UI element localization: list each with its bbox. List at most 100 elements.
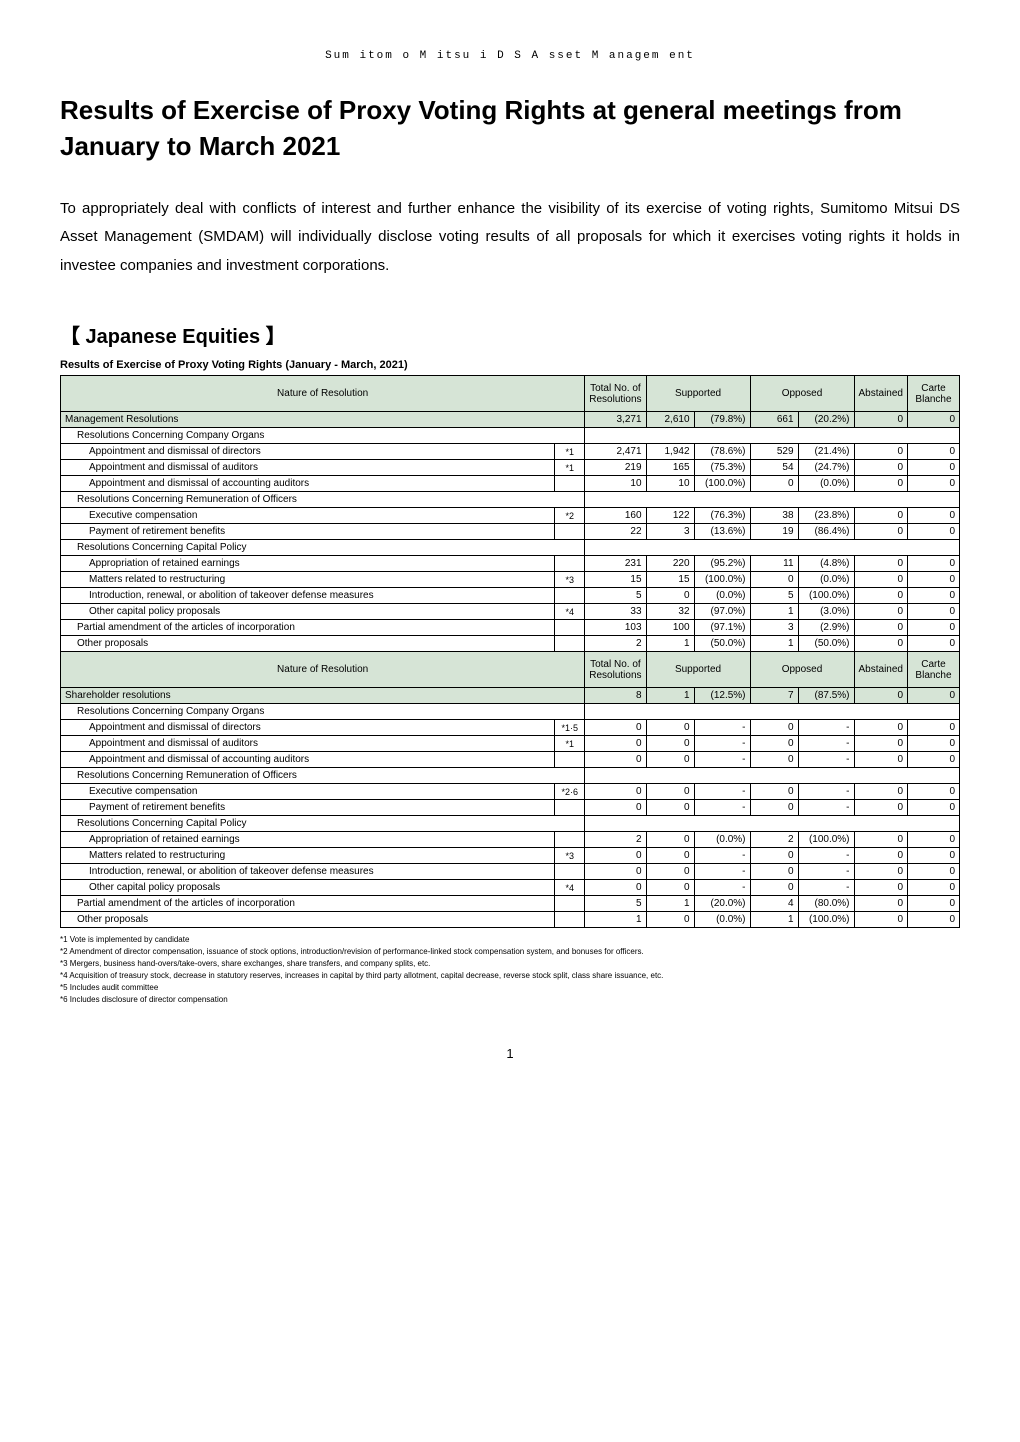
table-row: Resolutions Concerning Capital Policy [61, 816, 960, 832]
section-label: Shareholder resolutions [61, 688, 585, 704]
cell: 0 [646, 752, 694, 768]
footnote-ref: *4 [555, 604, 585, 620]
col-supported: Supported [646, 652, 750, 688]
cell: 0 [854, 604, 907, 620]
cell: 0 [908, 912, 960, 928]
cell: 0 [908, 896, 960, 912]
row-label: Executive compensation [61, 508, 555, 524]
cell: (76.3%) [694, 508, 750, 524]
cell: 1 [646, 688, 694, 704]
cell: 220 [646, 556, 694, 572]
cell: (80.0%) [798, 896, 854, 912]
cell: (95.2%) [694, 556, 750, 572]
cell: (23.8%) [798, 508, 854, 524]
table-row: Resolutions Concerning Remuneration of O… [61, 492, 960, 508]
row-label: Other proposals [61, 636, 555, 652]
table-row: Other capital policy proposals*43332(97.… [61, 604, 960, 620]
cell: (13.6%) [694, 524, 750, 540]
cell: 0 [585, 800, 646, 816]
cell: (20.0%) [694, 896, 750, 912]
cell: 165 [646, 460, 694, 476]
intro-paragraph: To appropriately deal with conflicts of … [60, 195, 960, 281]
row-label: Executive compensation [61, 784, 555, 800]
cell: 0 [854, 508, 907, 524]
row-label: Matters related to restructuring [61, 572, 555, 588]
cell: 0 [908, 636, 960, 652]
cell: (79.8%) [694, 412, 750, 428]
cell: 0 [908, 460, 960, 476]
cell: 0 [854, 800, 907, 816]
table-row: Resolutions Concerning Remuneration of O… [61, 768, 960, 784]
cell: 15 [646, 572, 694, 588]
cell: 33 [585, 604, 646, 620]
cell: 0 [646, 912, 694, 928]
cell: 0 [750, 864, 798, 880]
row-label: Introduction, renewal, or abolition of t… [61, 864, 555, 880]
cell: 0 [750, 752, 798, 768]
cell: (86.4%) [798, 524, 854, 540]
cell: 1 [750, 636, 798, 652]
row-label: Appointment and dismissal of accounting … [61, 752, 555, 768]
table-row: Payment of retirement benefits00-0-00 [61, 800, 960, 816]
cell: 38 [750, 508, 798, 524]
cell: 5 [585, 588, 646, 604]
cell: 0 [585, 752, 646, 768]
cell: 122 [646, 508, 694, 524]
table-row: Shareholder resolutions 8 1 (12.5%) 7 (8… [61, 688, 960, 704]
cell: 0 [854, 880, 907, 896]
table-row: Appointment and dismissal of auditors*12… [61, 460, 960, 476]
section-heading: 【 Japanese Equities 】 [60, 320, 960, 349]
footnote-ref [555, 556, 585, 572]
cell: 0 [908, 848, 960, 864]
cell: - [694, 848, 750, 864]
cell: 0 [854, 524, 907, 540]
cell: 1 [750, 912, 798, 928]
footnote-ref [555, 912, 585, 928]
cell: 0 [750, 800, 798, 816]
cell: 0 [646, 864, 694, 880]
cell: 0 [854, 752, 907, 768]
row-label: Other capital policy proposals [61, 604, 555, 620]
cell: 0 [908, 604, 960, 620]
cell: 3 [750, 620, 798, 636]
cell: 0 [908, 412, 960, 428]
cell: 661 [750, 412, 798, 428]
cell: 0 [585, 880, 646, 896]
cell: (4.8%) [798, 556, 854, 572]
footnote-1: *1 Vote is implemented by candidate [60, 934, 960, 946]
col-opposed: Opposed [750, 652, 854, 688]
cell: 0 [750, 720, 798, 736]
cell: 219 [585, 460, 646, 476]
cell: - [694, 736, 750, 752]
cell: 0 [908, 752, 960, 768]
cell: 0 [854, 444, 907, 460]
cell: 100 [646, 620, 694, 636]
cell: 10 [585, 476, 646, 492]
col-supported: Supported [646, 376, 750, 412]
footnote-3: *3 Mergers, business hand-overs/take-ove… [60, 958, 960, 970]
footnote-ref [555, 864, 585, 880]
cell: (97.0%) [694, 604, 750, 620]
row-label: Other proposals [61, 912, 555, 928]
footnotes: *1 Vote is implemented by candidate *2 A… [60, 934, 960, 1006]
cell: 0 [585, 784, 646, 800]
company-header: Sum itom o M itsu i D S A sset M anagem … [60, 50, 960, 62]
cell: 2 [585, 832, 646, 848]
cell: (50.0%) [694, 636, 750, 652]
table-row: Resolutions Concerning Company Organs [61, 428, 960, 444]
footnote-ref [555, 752, 585, 768]
col-carte: Carte Blanche [908, 376, 960, 412]
row-label: Partial amendment of the articles of inc… [61, 620, 555, 636]
cell: 1,942 [646, 444, 694, 460]
subsection-label: Resolutions Concerning Remuneration of O… [61, 768, 585, 784]
footnote-ref [555, 588, 585, 604]
cell: (2.9%) [798, 620, 854, 636]
cell: (100.0%) [694, 572, 750, 588]
table-row: Appointment and dismissal of directors*1… [61, 444, 960, 460]
footnote-ref: *1 [555, 460, 585, 476]
cell: 160 [585, 508, 646, 524]
table-row: Resolutions Concerning Company Organs [61, 704, 960, 720]
cell: (3.0%) [798, 604, 854, 620]
footnote-ref: *1·5 [555, 720, 585, 736]
subsection-label: Resolutions Concerning Capital Policy [61, 540, 585, 556]
